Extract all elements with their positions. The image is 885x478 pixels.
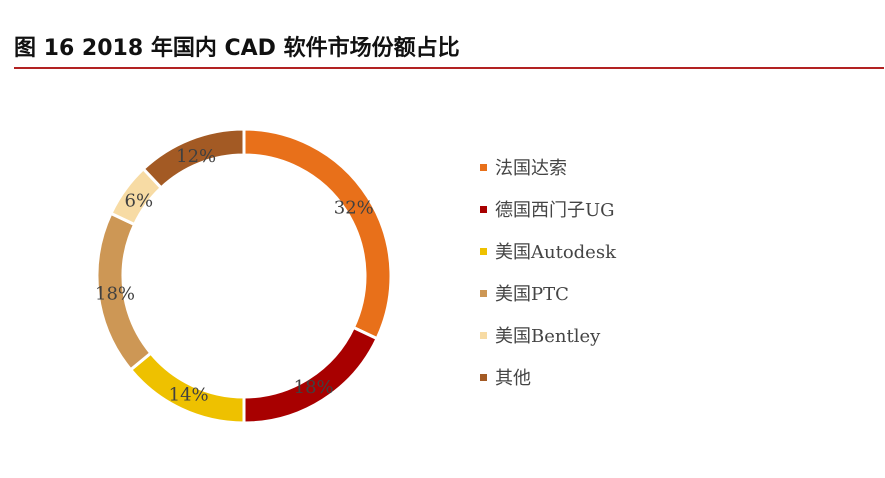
legend-swatch <box>480 331 487 339</box>
chart-legend: 法国达索德国西门子UG 美国Autodesk 美国PTC 美国Bentley 其他 <box>480 146 616 398</box>
legend-entry: 其他 <box>480 356 616 398</box>
legend-label: 美国Autodesk <box>495 242 616 263</box>
legend-entry: 美国Bentley <box>480 314 616 356</box>
legend-swatch <box>480 373 487 381</box>
legend-label: 美国PTC <box>495 284 569 305</box>
legend-label: 美国Bentley <box>495 326 601 347</box>
legend-entry: 法国达索 <box>480 146 616 188</box>
slice-data-label: 18% <box>95 283 135 304</box>
slice-data-label: 6% <box>125 191 154 212</box>
donut-slice <box>242 127 393 341</box>
legend-entry: 美国PTC <box>480 272 616 314</box>
slice-data-label: 12% <box>176 146 216 167</box>
legend-entry: 美国Autodesk <box>480 230 616 272</box>
legend-swatch <box>480 247 487 255</box>
legend-swatch <box>480 205 487 213</box>
legend-swatch <box>480 289 487 297</box>
title-divider <box>14 67 884 69</box>
slice-data-label: 14% <box>169 385 209 406</box>
legend-label: 其他 <box>495 368 531 389</box>
legend-entry: 德国西门子UG <box>480 188 616 230</box>
legend-label: 德国西门子UG <box>495 200 615 221</box>
slice-data-label: 32% <box>334 197 374 218</box>
slice-data-label: 18% <box>294 377 334 398</box>
donut-slice <box>242 325 380 425</box>
figure-title: 图 16 2018 年国内 CAD 软件市场份额占比 <box>14 36 460 61</box>
legend-swatch <box>480 163 487 171</box>
legend-label: 法国达索 <box>495 158 567 179</box>
donut-slice <box>141 127 246 190</box>
